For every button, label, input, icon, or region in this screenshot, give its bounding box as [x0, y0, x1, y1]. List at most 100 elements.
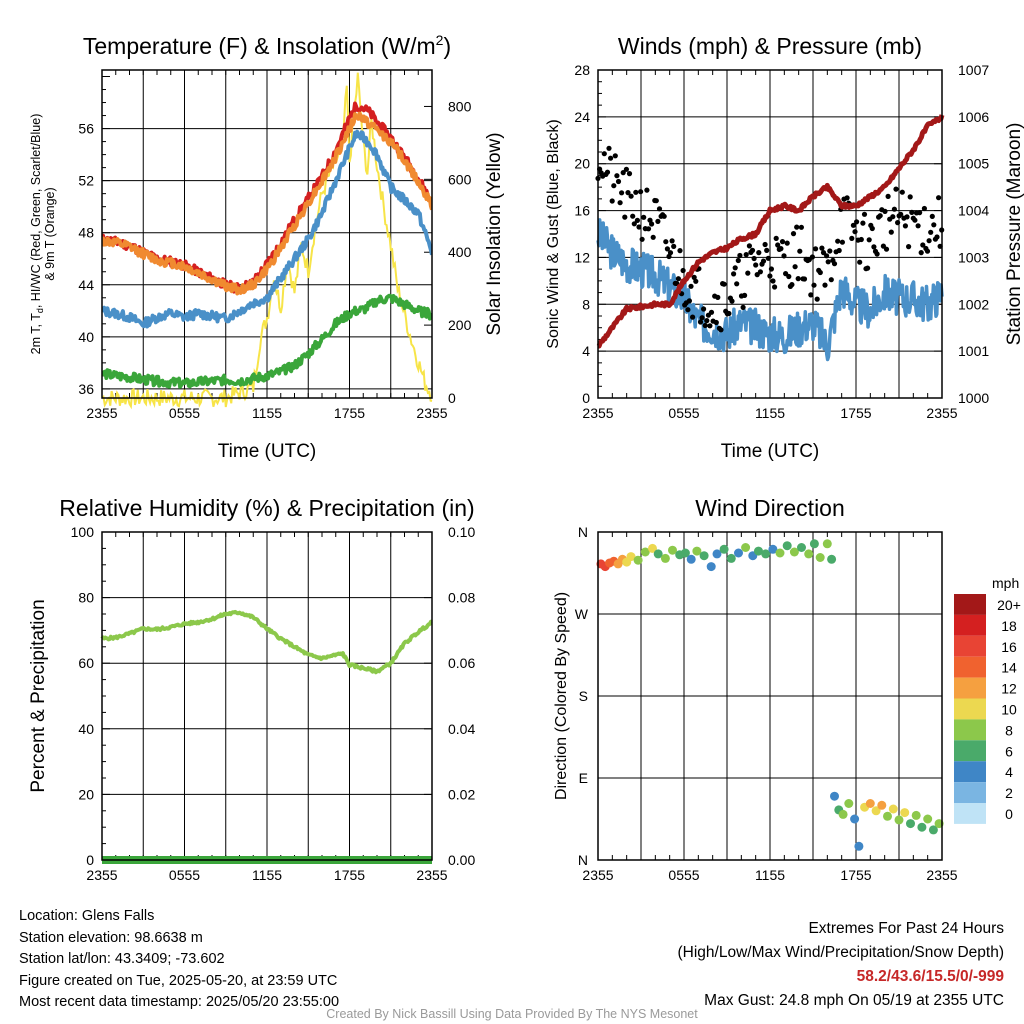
gust-point: [831, 261, 838, 267]
gust-point: [633, 189, 639, 195]
x-tick-label: 2355: [582, 867, 613, 883]
legend-swatch: [954, 656, 986, 678]
gust-point: [877, 213, 883, 219]
y2-tick-label: 1005: [958, 156, 989, 172]
y2-tick-label: 0.06: [448, 655, 475, 671]
y2-axis-label: Station Pressure (Maroon): [1004, 123, 1024, 346]
gust-point: [693, 278, 699, 284]
gust-point: [822, 282, 828, 288]
y-tick-label: 60: [78, 655, 94, 671]
y-axis-label: Direction (Colored By Speed): [553, 592, 570, 800]
gust-point: [839, 239, 846, 245]
y-tick-label: 52: [78, 173, 94, 189]
gust-point: [656, 206, 663, 212]
gust-point: [606, 145, 612, 151]
x-tick-label: 1755: [334, 867, 365, 883]
direction-point: [640, 547, 650, 557]
direction-point: [822, 539, 832, 549]
legend-swatch: [954, 761, 986, 783]
y2-tick-label: 0.00: [448, 852, 475, 868]
gust-point: [906, 244, 912, 250]
chart-title-superscript: 2: [436, 32, 444, 48]
legend-title: mph: [992, 575, 1019, 591]
x-tick-label: 2355: [86, 405, 117, 421]
legend-label: 12: [1001, 681, 1017, 697]
gust-point: [854, 219, 860, 225]
y2-axis-label: Solar Insolation (Yellow): [484, 132, 505, 335]
gust-point: [795, 276, 801, 282]
gust-point: [852, 229, 858, 235]
direction-point: [797, 543, 806, 552]
gust-point: [813, 246, 819, 252]
chart-title: Winds (mph) & Pressure (mb): [618, 33, 922, 59]
gust-point: [768, 266, 775, 272]
figure-created: Figure created on Tue, 2025-05-20, at 23…: [19, 972, 338, 989]
gust-point: [902, 223, 909, 229]
gust-point: [735, 257, 741, 264]
gust-point: [874, 251, 880, 257]
y-tick-label: W: [575, 606, 589, 622]
direction-point: [692, 546, 702, 556]
gust-point: [808, 292, 814, 298]
direction-point: [686, 554, 696, 564]
y-tick-label: 20: [574, 156, 590, 172]
y-tick-label: 40: [78, 329, 94, 345]
station-elevation: Station elevation: 98.6638 m: [19, 929, 203, 946]
direction-point: [660, 553, 670, 563]
gust-point: [824, 253, 830, 259]
y-tick-label: 24: [574, 109, 590, 125]
gust-point: [885, 193, 891, 199]
gust-point: [638, 189, 644, 195]
most-recent-timestamp: Most recent data timestamp: 2025/05/20 2…: [19, 994, 340, 1010]
panel-4: 2355 0555 1155 1755 2355 Wind Direction N E S W N D…: [553, 495, 1021, 883]
direction-point: [706, 562, 716, 572]
gust-point: [890, 214, 896, 220]
legend-label: 18: [1001, 618, 1017, 634]
gust-point: [626, 171, 633, 177]
direction-point: [699, 551, 709, 561]
direction-point: [900, 808, 910, 818]
gust-point: [928, 229, 934, 235]
chart-title-text: Temperature (F) & Insolation (W/m: [83, 33, 436, 59]
station-info: Location: Glens Falls Station elevation:…: [19, 906, 339, 1014]
gust-point: [707, 323, 713, 329]
humidity-line: [100, 609, 433, 675]
x-tick-label: 1155: [252, 405, 282, 421]
direction-point: [626, 552, 636, 562]
gust-point: [729, 298, 735, 304]
gust-point: [753, 262, 759, 268]
gust-point: [809, 254, 816, 260]
y2-tick-label: 400: [448, 244, 472, 260]
y2-tick-label: 1000: [958, 390, 989, 406]
plot-frame: [101, 69, 433, 399]
gust-point: [895, 220, 901, 226]
gust-point: [814, 296, 820, 302]
gust-point: [920, 242, 926, 248]
y-tick-label: N: [578, 524, 588, 540]
series-line: [102, 129, 432, 329]
direction-point: [680, 548, 690, 558]
extremes-panel: Extremes For Past 24 Hours (High/Low/Max…: [678, 917, 1005, 1013]
y-tick-label: 48: [78, 225, 94, 241]
gust-point: [794, 224, 800, 230]
gust-point: [882, 208, 888, 214]
gust-point: [639, 236, 645, 242]
legend-swatch: [954, 782, 986, 803]
direction-point: [734, 548, 743, 558]
gust-point: [713, 319, 719, 326]
gust-point: [936, 195, 942, 201]
x-tick-label: 2355: [416, 405, 447, 421]
y-tick-label: 28: [574, 62, 590, 78]
direction-point: [809, 539, 819, 549]
direction-point: [854, 841, 864, 851]
direction-point: [761, 549, 771, 559]
x-tick-label: 0555: [668, 405, 699, 421]
gust-point: [641, 214, 647, 220]
y-tick-label: 4: [582, 343, 590, 359]
direction-point: [789, 547, 799, 557]
gust-point: [737, 252, 743, 259]
extremes-values: 58.2/43.6/15.5/0/-999: [856, 968, 1004, 985]
panel-1: 2355 0555 1155 1755 2355 Temperature (F) & In…: [29, 32, 505, 462]
gust-point: [784, 240, 790, 246]
legend-label: 14: [1001, 660, 1017, 676]
